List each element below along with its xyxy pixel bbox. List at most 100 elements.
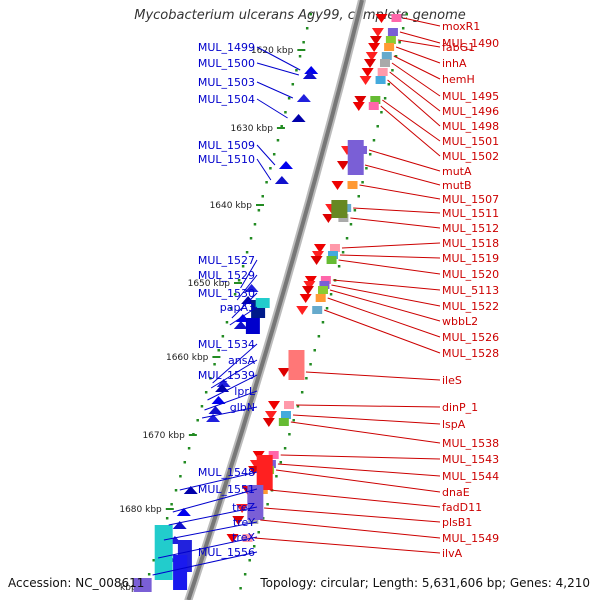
left-guide-dot [229,307,233,310]
right-guide-dot [391,69,394,72]
gene-leader-line [256,46,301,71]
gene-label: ileS [442,374,462,387]
gene-leader-line [353,207,441,214]
right-guide-dot [313,349,316,352]
gene-label: treZ [232,501,255,514]
gene-arrow [311,251,324,260]
gene-block [327,251,338,259]
gene-leader-line [277,463,441,477]
left-guide-dot [269,167,272,170]
gene-arrow [331,181,344,190]
gene-leader-line [391,62,441,97]
genome-summary-text: Topology: circular; Length: 5,631,606 bp… [260,576,590,590]
gene-leader-line [380,105,441,157]
gene-leader-line [236,274,258,301]
gene-label: MUL_1490 [442,37,499,50]
gene-leader-line [305,371,441,381]
gene-leader-line [341,242,441,249]
left-guide-dot [265,181,268,184]
gene-label: MUL_1551 [198,483,255,496]
left-guide-dot [174,489,178,492]
gene-label: MUL_1519 [442,252,499,265]
gene-label: MUL_1549 [442,532,499,545]
left-guide-dot [287,97,291,100]
left-guide-dot [302,41,305,44]
gene-label: MUL_1522 [442,300,499,313]
left-guide-dot [213,363,216,366]
right-guide-dot [383,97,387,100]
gene-block [347,181,358,189]
gene-arrow [208,406,223,414]
gene-leader-line [260,519,441,539]
gene-leader-line [324,309,441,354]
gene-leader-line [256,81,294,99]
gene-label: MUL_1526 [442,331,499,344]
right-guide-dot [345,237,349,240]
left-guide-dot [200,405,204,408]
gene-arrow [264,411,277,420]
gene-arrow [296,306,309,315]
gene-block [278,418,289,426]
gene-label: MUL_1503 [198,76,255,89]
left-guide-dot [280,125,283,128]
left-guide-dot [298,55,302,58]
gene-block [245,318,260,334]
gene-label: MUL_1529 [198,269,255,282]
gene-label: MUL_1511 [442,207,499,220]
gene-label: MUL_1520 [442,268,499,281]
gene-leader-line [327,297,441,338]
gene-leader-line [240,259,258,289]
gene-block [315,294,326,302]
left-guide-dot [204,391,208,394]
gene-block-cyan [154,525,173,580]
gene-arrow [216,379,231,387]
gene-arrow [336,161,349,170]
gene-label: MUL_1504 [198,93,255,106]
gene-block [331,200,348,218]
gene-label: MUL_1539 [198,369,255,382]
left-guide-dot [257,209,261,212]
right-guide-dot [266,503,269,506]
gene-leader-line [338,259,441,275]
gene-arrow [369,36,382,45]
gene-block [247,485,264,520]
gene-leader-line [256,144,276,166]
left-guide-dot [249,237,253,240]
scale-tick-label: 1680 kbp [119,505,162,515]
gene-label: inhA [442,57,467,70]
gene-leader-line [332,279,441,291]
gene-block [385,36,396,44]
gene-leader-line [364,164,441,186]
gene-label: MUL_1501 [442,135,499,148]
left-guide-dot [241,265,245,268]
gene-arrow [274,176,289,184]
right-guide-dot [275,475,278,478]
right-guide-dot [325,307,329,310]
left-guide-dot [245,251,249,254]
gene-arrow [361,68,374,77]
gene-leader-line [292,414,441,425]
gene-label: MUL_1518 [442,237,499,250]
left-guide-dot [165,517,169,520]
gene-leader-line [201,406,258,419]
gene-arrow [365,52,378,61]
gene-leader-line [350,217,441,229]
scale-tick-label: 1670 kbp [142,431,185,441]
gene-leader-line [254,537,441,554]
gene-block [312,306,323,314]
gene-label: ansA [228,354,255,367]
left-guide-dot [261,195,264,198]
left-guide-dot [237,279,241,282]
gene-label: MUL_1538 [442,437,499,450]
right-guide-dot [341,251,345,254]
gene-leader-line [359,184,441,200]
gene-leader-line [207,374,258,401]
gene-label: mutB [442,179,472,192]
gene-block [133,578,152,592]
gene-block [242,534,253,542]
gene-leader-line [179,471,258,491]
gene-label: fadD11 [442,501,482,514]
gene-leader-line [295,404,441,408]
left-guide-dot [225,321,229,324]
